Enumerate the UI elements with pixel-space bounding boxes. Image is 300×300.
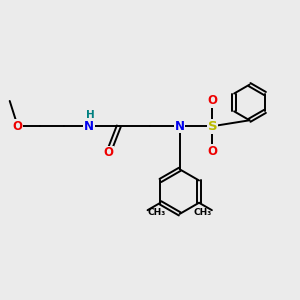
Text: S: S (208, 120, 217, 133)
Text: O: O (207, 145, 218, 158)
Text: N: N (84, 120, 94, 133)
Text: O: O (13, 120, 23, 133)
Text: O: O (103, 146, 113, 160)
Text: N: N (175, 120, 185, 133)
Text: H: H (86, 110, 95, 120)
Text: CH₃: CH₃ (193, 208, 212, 217)
Text: CH₃: CH₃ (148, 208, 166, 217)
Text: O: O (207, 94, 218, 107)
